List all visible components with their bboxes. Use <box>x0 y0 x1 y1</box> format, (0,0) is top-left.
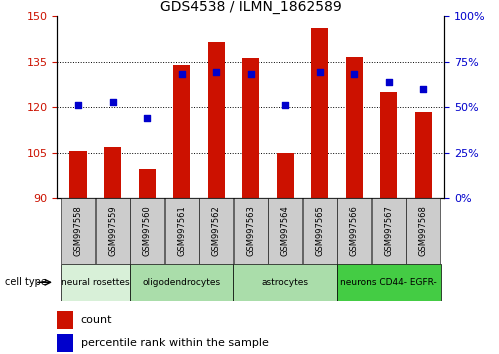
Bar <box>173 64 190 198</box>
Bar <box>311 28 328 198</box>
Point <box>350 72 358 77</box>
Bar <box>139 169 156 198</box>
Point <box>178 72 186 77</box>
Text: GSM997566: GSM997566 <box>350 206 359 256</box>
Bar <box>130 264 234 301</box>
Bar <box>276 153 294 198</box>
Text: GSM997565: GSM997565 <box>315 206 324 256</box>
Bar <box>208 42 225 198</box>
Text: GSM997558: GSM997558 <box>73 206 83 256</box>
Text: count: count <box>81 315 112 325</box>
Point <box>316 70 324 75</box>
Bar <box>372 198 406 264</box>
Text: percentile rank within the sample: percentile rank within the sample <box>81 338 268 348</box>
Bar <box>337 264 441 301</box>
Text: GSM997563: GSM997563 <box>246 206 255 256</box>
Point <box>247 72 255 77</box>
Point <box>109 99 117 104</box>
Bar <box>234 198 268 264</box>
Title: GDS4538 / ILMN_1862589: GDS4538 / ILMN_1862589 <box>160 0 342 13</box>
Bar <box>61 264 130 301</box>
Bar <box>268 198 302 264</box>
Text: astrocytes: astrocytes <box>262 278 309 287</box>
Bar <box>165 198 199 264</box>
Text: GSM997562: GSM997562 <box>212 206 221 256</box>
Point <box>74 102 82 108</box>
Bar <box>199 198 234 264</box>
Bar <box>130 198 164 264</box>
Point <box>281 102 289 108</box>
Bar <box>242 58 259 198</box>
Bar <box>337 198 371 264</box>
Bar <box>57 311 73 329</box>
Text: oligodendrocytes: oligodendrocytes <box>143 278 221 287</box>
Bar <box>303 198 337 264</box>
Text: neural rosettes: neural rosettes <box>61 278 130 287</box>
Point <box>419 86 427 92</box>
Bar <box>61 198 95 264</box>
Bar <box>380 92 398 198</box>
Point <box>143 115 151 121</box>
Bar <box>406 198 441 264</box>
Bar <box>346 57 363 198</box>
Text: GSM997564: GSM997564 <box>281 206 290 256</box>
Text: neurons CD44- EGFR-: neurons CD44- EGFR- <box>340 278 437 287</box>
Text: GSM997568: GSM997568 <box>419 206 428 256</box>
Text: GSM997559: GSM997559 <box>108 206 117 256</box>
Bar <box>69 151 87 198</box>
Bar <box>415 112 432 198</box>
Text: GSM997560: GSM997560 <box>143 206 152 256</box>
Text: GSM997567: GSM997567 <box>384 206 393 256</box>
Bar <box>95 198 130 264</box>
Point <box>212 70 220 75</box>
Text: GSM997561: GSM997561 <box>177 206 186 256</box>
Bar <box>104 147 121 198</box>
Bar <box>57 334 73 352</box>
Point <box>385 79 393 84</box>
Text: cell type: cell type <box>5 277 47 287</box>
Bar <box>234 264 337 301</box>
